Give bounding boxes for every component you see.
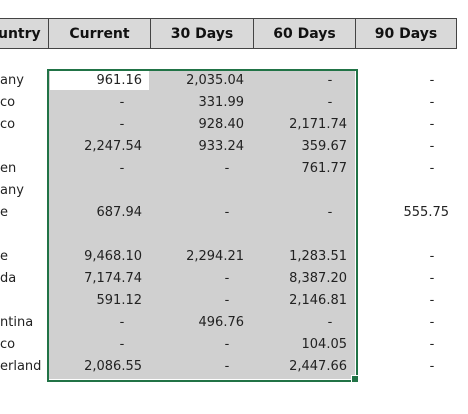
cell-90-days[interactable]: -: [429, 271, 435, 286]
cell-current[interactable]: 687.94: [96, 205, 143, 220]
cell-60-days[interactable]: 359.67: [301, 139, 348, 154]
cell-current[interactable]: 591.12: [96, 293, 143, 308]
cell-current[interactable]: -: [119, 161, 125, 176]
cell-60-days[interactable]: 2,171.74: [289, 117, 347, 132]
cell-90-days[interactable]: -: [429, 95, 435, 110]
cell-current[interactable]: -: [119, 117, 125, 132]
cell-90-days[interactable]: -: [429, 293, 435, 308]
table-row: co - 928.40 2,171.74 -: [0, 114, 468, 136]
cell-country[interactable]: erland: [0, 359, 42, 374]
cell-60-days[interactable]: -: [327, 95, 333, 110]
cell-60-days[interactable]: 2,447.66: [289, 359, 347, 374]
table-row: 591.12 - 2,146.81 -: [0, 290, 468, 312]
cell-60-days[interactable]: 761.77: [301, 161, 348, 176]
cell-30-days[interactable]: -: [224, 359, 230, 374]
cell-90-days[interactable]: -: [429, 315, 435, 330]
cell-90-days[interactable]: -: [429, 117, 435, 132]
cell-60-days[interactable]: -: [327, 205, 333, 220]
cell-country[interactable]: co: [0, 337, 16, 352]
cell-60-days[interactable]: [253, 224, 347, 246]
table-row: erland 2,086.55 - 2,447.66 -: [0, 356, 468, 378]
cell-30-days[interactable]: [150, 180, 244, 202]
cell-30-days[interactable]: [150, 224, 244, 246]
header-30-days[interactable]: 30 Days: [150, 18, 253, 49]
cell-30-days[interactable]: -: [224, 271, 230, 286]
cell-country[interactable]: [0, 136, 46, 158]
cell-current[interactable]: -: [119, 315, 125, 330]
header-90-days[interactable]: 90 Days: [355, 18, 457, 49]
cell-30-days[interactable]: -: [224, 205, 230, 220]
cell-country[interactable]: e: [0, 249, 8, 264]
cell-30-days[interactable]: 928.40: [198, 117, 245, 132]
cell-country[interactable]: e: [0, 205, 8, 220]
cell-30-days[interactable]: -: [224, 293, 230, 308]
table-row: any 961.16 2,035.04 - -: [0, 70, 468, 92]
table-row: ntina - 496.76 - -: [0, 312, 468, 334]
cell-country[interactable]: any: [0, 73, 24, 88]
cell-30-days[interactable]: 933.24: [198, 139, 245, 154]
active-cell[interactable]: [50, 71, 149, 90]
cell-current[interactable]: 7,174.74: [84, 271, 142, 286]
cell-30-days[interactable]: 2,035.04: [186, 73, 244, 88]
cell-60-days[interactable]: [253, 180, 347, 202]
cell-90-days[interactable]: 555.75: [403, 205, 450, 220]
cell-country[interactable]: co: [0, 95, 16, 110]
cell-country[interactable]: [0, 224, 46, 246]
cell-30-days[interactable]: 496.76: [198, 315, 245, 330]
cell-current[interactable]: 2,086.55: [84, 359, 142, 374]
cell-current[interactable]: [48, 180, 142, 202]
cell-country[interactable]: da: [0, 271, 17, 286]
cell-current[interactable]: 2,247.54: [84, 139, 142, 154]
table-row: da 7,174.74 - 8,387.20 -: [0, 268, 468, 290]
table-row: any: [0, 180, 468, 202]
cell-60-days[interactable]: 1,283.51: [289, 249, 347, 264]
cell-60-days[interactable]: 2,146.81: [289, 293, 347, 308]
table-row: en - - 761.77 -: [0, 158, 468, 180]
cell-90-days[interactable]: -: [429, 161, 435, 176]
cell-current[interactable]: -: [119, 337, 125, 352]
fill-handle[interactable]: [351, 375, 359, 383]
table-row: e 9,468.10 2,294.21 1,283.51 -: [0, 246, 468, 268]
header-current[interactable]: Current: [48, 18, 150, 49]
cell-current[interactable]: 961.16: [96, 73, 143, 88]
cell-30-days[interactable]: 2,294.21: [186, 249, 244, 264]
cell-90-days[interactable]: -: [429, 337, 435, 352]
cell-90-days[interactable]: -: [429, 139, 435, 154]
cell-country[interactable]: ntina: [0, 315, 34, 330]
cell-90-days[interactable]: -: [429, 73, 435, 88]
cell-90-days[interactable]: [355, 180, 449, 202]
cell-current[interactable]: 9,468.10: [84, 249, 142, 264]
cell-country[interactable]: co: [0, 117, 16, 132]
header-60-days[interactable]: 60 Days: [253, 18, 355, 49]
cell-current[interactable]: [48, 224, 142, 246]
cell-country[interactable]: any: [0, 183, 24, 198]
cell-30-days[interactable]: -: [224, 337, 230, 352]
cell-90-days[interactable]: [355, 224, 449, 246]
selection-range[interactable]: [48, 70, 355, 379]
cell-country[interactable]: [0, 290, 46, 312]
table-row: e 687.94 - - 555.75: [0, 202, 468, 224]
cell-30-days[interactable]: -: [224, 161, 230, 176]
cell-60-days[interactable]: -: [327, 315, 333, 330]
header-country[interactable]: untry: [0, 18, 48, 49]
header-row: untry Current 30 Days 60 Days 90 Days: [0, 0, 468, 50]
table-row: co - - 104.05 -: [0, 334, 468, 356]
table-row: co - 331.99 - -: [0, 92, 468, 114]
cell-current[interactable]: -: [119, 95, 125, 110]
cell-60-days[interactable]: -: [327, 73, 333, 88]
cell-country[interactable]: en: [0, 161, 17, 176]
cell-90-days[interactable]: -: [429, 249, 435, 264]
table-row: [0, 224, 468, 246]
cell-60-days[interactable]: 8,387.20: [289, 271, 347, 286]
cell-30-days[interactable]: 331.99: [198, 95, 245, 110]
table-row: 2,247.54 933.24 359.67 -: [0, 136, 468, 158]
cell-90-days[interactable]: -: [429, 359, 435, 374]
cell-60-days[interactable]: 104.05: [301, 337, 348, 352]
